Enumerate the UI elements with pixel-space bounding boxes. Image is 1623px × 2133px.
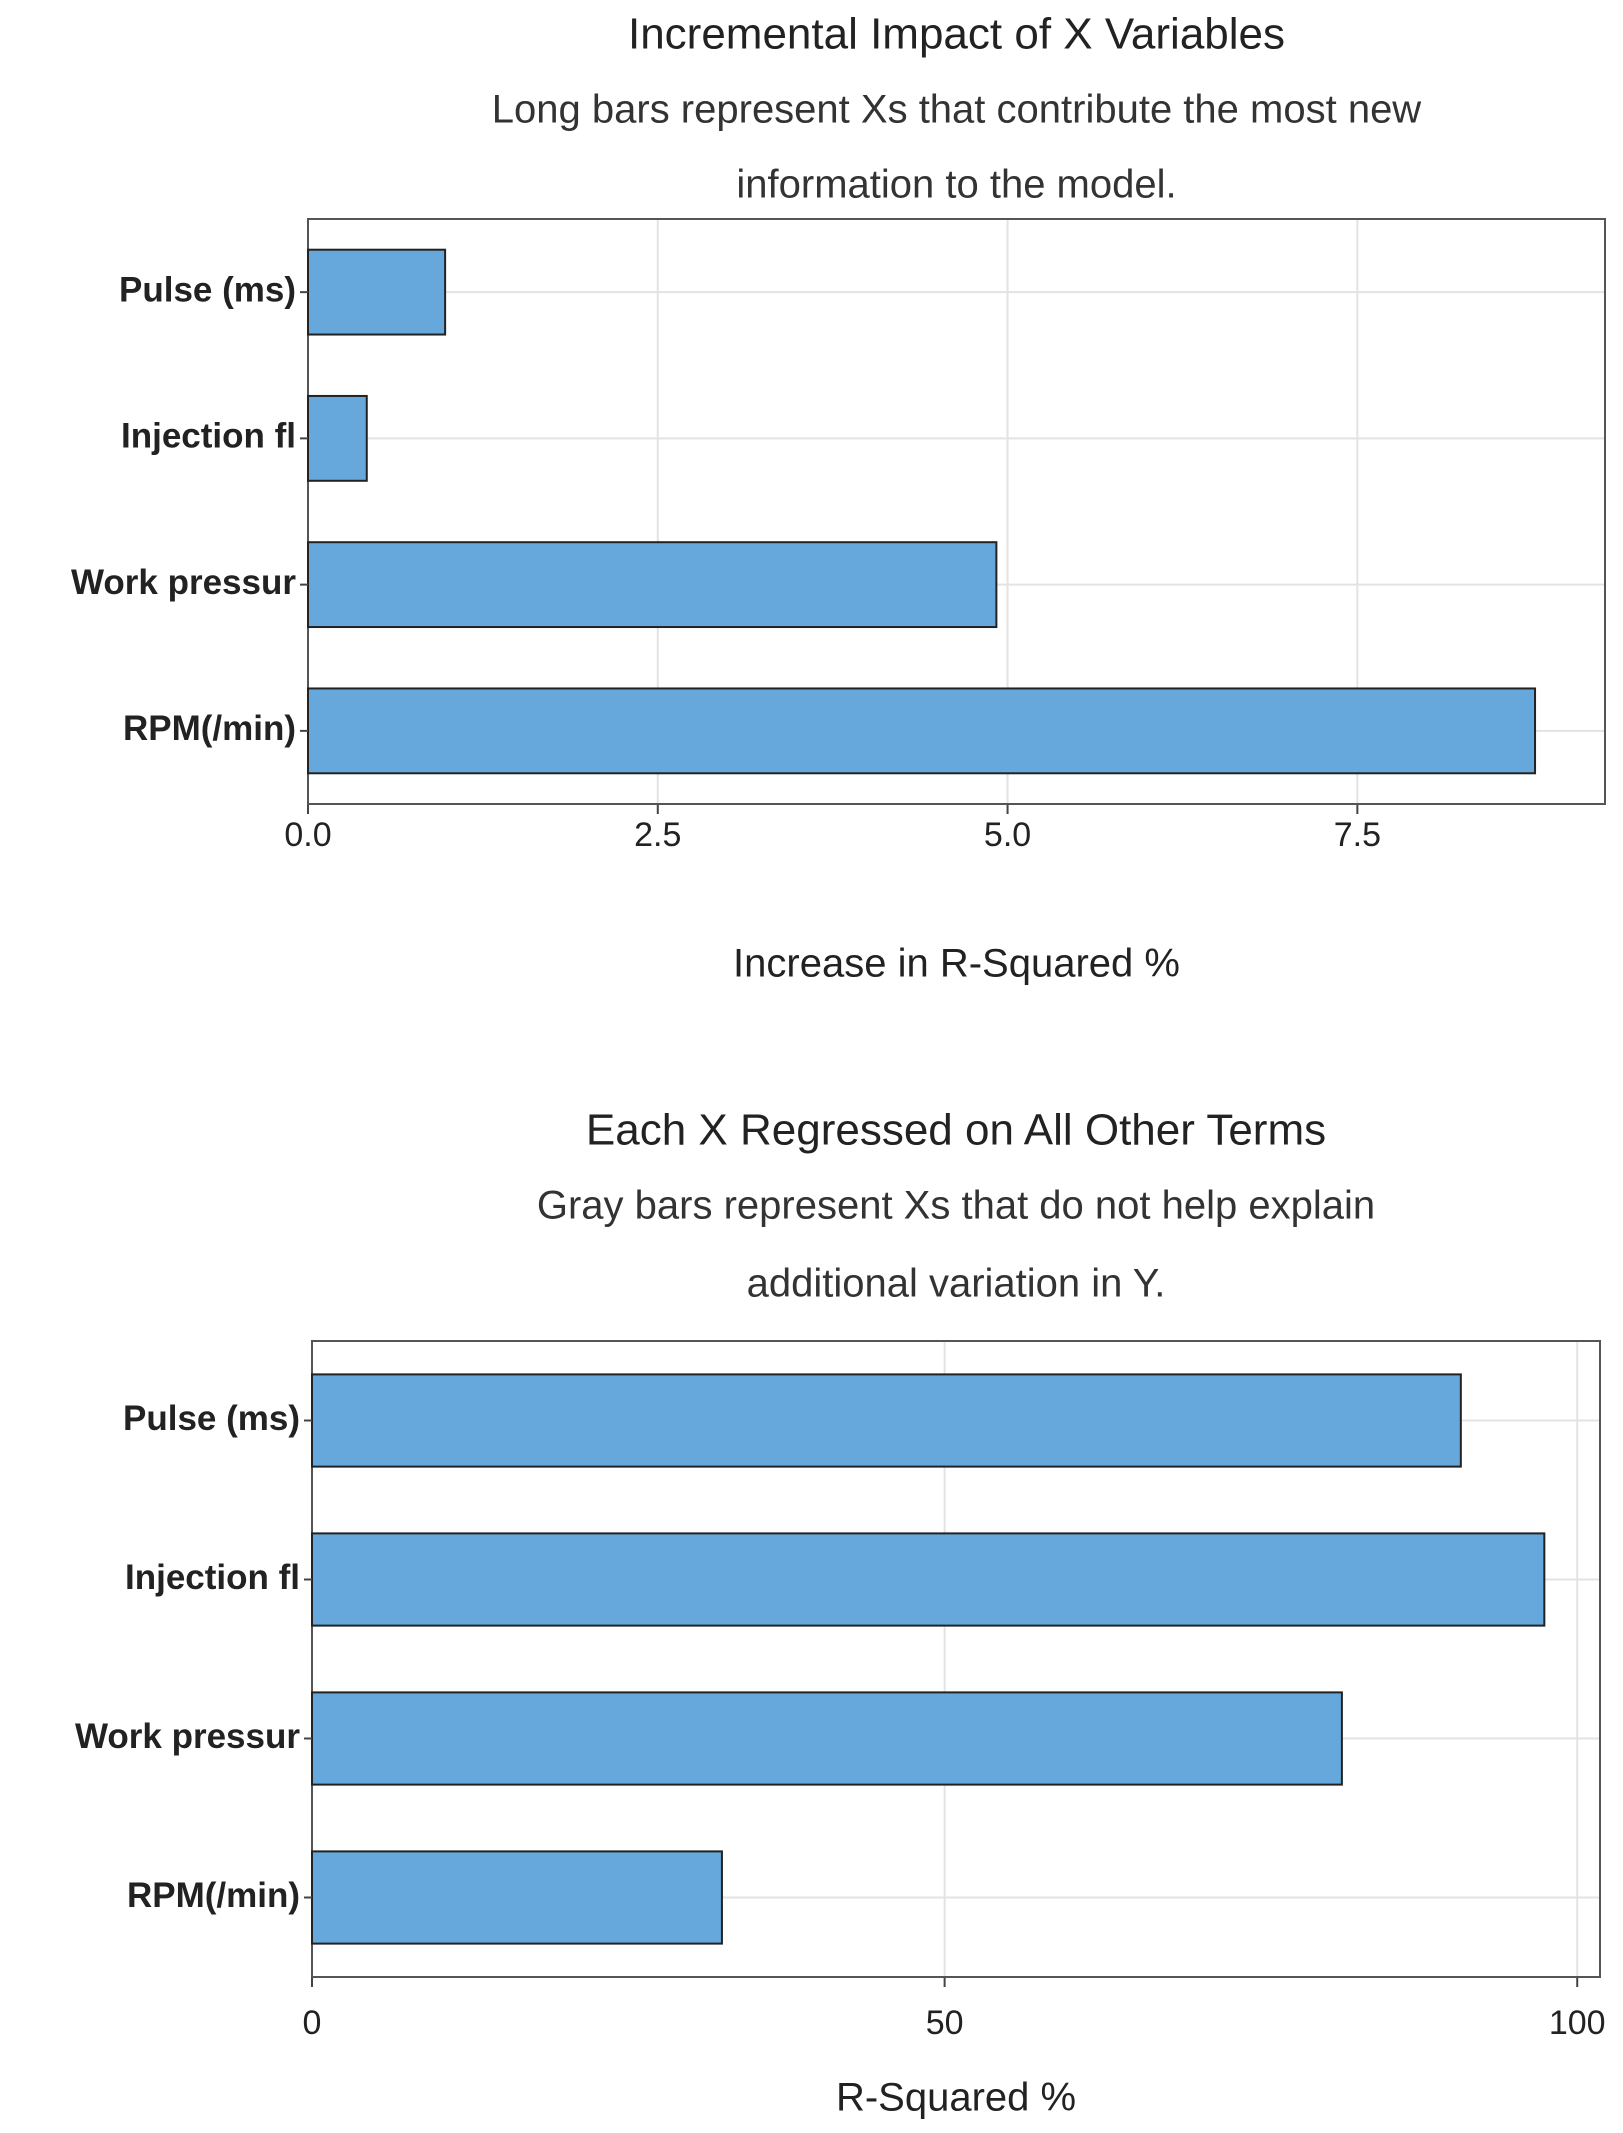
bar <box>311 1373 1462 1468</box>
plot-frame <box>311 1340 1601 1978</box>
x-axis-title: Increase in R-Squared % <box>733 942 1180 986</box>
bar <box>307 541 998 629</box>
chart-title: Incremental Impact of X Variables <box>628 10 1285 59</box>
x-tick-label: 5.0 <box>984 816 1031 854</box>
y-tick-label: Work pressur <box>71 563 296 602</box>
x-tick-label: 2.5 <box>634 816 681 854</box>
x-tick-label: 7.5 <box>1334 816 1381 854</box>
x-tick-label: 100 <box>1549 2004 1606 2042</box>
y-tick-label: Injection fl <box>121 417 296 456</box>
chart-subtitle: Gray bars represent Xs that do not help … <box>537 1184 1375 1228</box>
y-tick-label: Work pressur <box>75 1717 300 1756</box>
y-tick-label: RPM(/min) <box>127 1876 300 1915</box>
chart-subtitle: additional variation in Y. <box>747 1262 1166 1306</box>
y-tick-label: Injection fl <box>125 1558 300 1597</box>
bar <box>311 1691 1343 1786</box>
bar <box>311 1532 1546 1627</box>
x-tick-label: 50 <box>926 2004 964 2042</box>
bar <box>307 687 1537 775</box>
y-tick-label: Pulse (ms) <box>123 1399 300 1438</box>
y-tick-label: RPM(/min) <box>123 709 296 748</box>
x-tick-label: 0 <box>303 2004 322 2042</box>
chart-subtitle: information to the model. <box>736 163 1176 207</box>
bar <box>307 248 447 336</box>
chart-title: Each X Regressed on All Other Terms <box>586 1106 1326 1155</box>
bar <box>311 1850 723 1945</box>
bar <box>307 394 368 482</box>
x-tick-label: 0.0 <box>284 816 331 854</box>
plot-frame <box>307 218 1606 805</box>
y-tick-label: Pulse (ms) <box>119 270 296 309</box>
chart-subtitle: Long bars represent Xs that contribute t… <box>492 88 1422 132</box>
x-axis-title: R-Squared % <box>836 2076 1076 2120</box>
